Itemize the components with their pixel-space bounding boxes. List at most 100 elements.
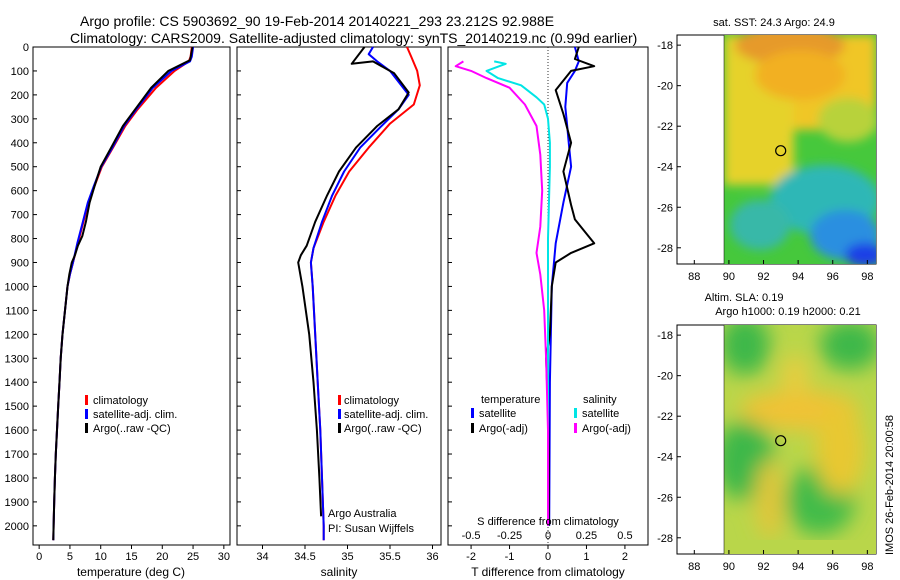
map-x-tick-label: 92 (757, 561, 769, 573)
legend-title-temperature: temperature (481, 394, 540, 406)
legend-title-salinity: salinity (583, 394, 617, 406)
map-x-tick-label: 88 (688, 561, 700, 573)
salinity-difference-ticks: -0.5 -0.25 0 0.25 0.5 (462, 530, 633, 542)
legend-swatch-s-argo (574, 423, 577, 433)
temperature-legend: climatology satellite-adj. clim. Argo(..… (85, 395, 177, 435)
sla-patch (724, 325, 770, 375)
legend-label-s-argo: Argo(-adj) (582, 423, 631, 435)
legend-label-t-satellite: satellite (479, 408, 516, 420)
figure-title-line1: Argo profile: CS 5903692_90 19-Feb-2014 … (80, 13, 554, 29)
legend-label-argo: Argo(..raw -QC) (344, 423, 422, 435)
y-tick-label: 1100 (5, 305, 29, 317)
map-x-tick-label: 90 (723, 271, 735, 283)
x-tick-label: 2 (622, 551, 628, 563)
y-tick-label: 0 (23, 42, 29, 54)
map-x-tick-label: 94 (792, 561, 804, 573)
x-tick-label: 1 (583, 551, 589, 563)
y-tick-label: 1300 (5, 353, 29, 365)
map-y-tick-label: -24 (657, 162, 673, 174)
map-x-tick-label: 98 (861, 271, 873, 283)
legend-label-t-argo: Argo(-adj) (479, 423, 528, 435)
y-tick-label: 1400 (5, 377, 29, 389)
argo-location-marker (775, 145, 787, 157)
legend-label-climatology: climatology (344, 395, 400, 407)
temperature-panel: 0100200300400500600700800900100011001200… (5, 42, 452, 579)
map-y-tick-label: -26 (657, 202, 673, 214)
t-difference-label: T difference from climatology (471, 565, 625, 579)
map-x-tick-label: 98 (861, 561, 873, 573)
salinity-x-label: salinity (321, 565, 358, 579)
x-tick-label: 20 (156, 551, 168, 563)
y-tick-label: 800 (11, 234, 29, 246)
map-x-tick-label: 88 (688, 271, 700, 283)
temperature-y-ticks: 0 100 200 300 400 500 600 700 800 900 1000 1100 1200… (5, 42, 452, 533)
map-y-tick-label: -18 (657, 40, 673, 52)
temperature-axes (32, 46, 231, 546)
y-tick-label: 500 (11, 162, 29, 174)
temperature-x-label: temperature (deg C) (77, 565, 185, 579)
argo-location-marker (775, 435, 787, 447)
sla-patch (755, 460, 785, 540)
x-tick-label: 5 (67, 551, 73, 563)
x2-tick-label: 0.25 (576, 530, 597, 542)
legend-label-argo: Argo(..raw -QC) (93, 423, 171, 435)
legend-swatch-s-satellite (574, 408, 577, 418)
difference-lines (454, 46, 596, 526)
x-tick-label: 0 (36, 551, 42, 563)
x-tick-label: 36 (426, 551, 438, 563)
s-difference-label: S difference from climatology (477, 516, 619, 528)
legend-swatch-t-argo (471, 423, 474, 433)
map-x-tick-label: 92 (757, 271, 769, 283)
sst-patch (730, 200, 790, 250)
sla-map-title: Altim. SLA: 0.19 (705, 292, 784, 304)
map-y-tick-label: -28 (657, 533, 673, 545)
y-tick-label: 1800 (5, 473, 29, 485)
series-line (454, 60, 549, 526)
y-tick-label: 200 (11, 90, 29, 102)
legend-label-s-satellite: satellite (582, 408, 619, 420)
temperature-x-ticks: 0 5 10 15 20 25 30 (36, 545, 230, 563)
series-line (297, 46, 410, 517)
map-y-tick-label: -22 (657, 411, 673, 423)
salinity-axes (236, 46, 442, 546)
map-x-tick-label: 96 (827, 271, 839, 283)
legend-swatch-t-satellite (471, 408, 474, 418)
legend-swatch-argo (85, 423, 88, 433)
sla-field-patches (724, 325, 876, 540)
y-tick-label: 1600 (5, 425, 29, 437)
map-y-tick-label: -22 (657, 121, 673, 133)
series-line (309, 46, 410, 541)
sla-patch (820, 325, 876, 370)
sla-patch (780, 355, 810, 395)
legend-swatch-climatology (338, 395, 341, 405)
legend-swatch-satellite (85, 409, 88, 419)
sst-patch (818, 98, 876, 142)
series-line (485, 60, 551, 526)
y-tick-label: 1700 (5, 449, 29, 461)
sla-map-panel: Altim. SLA: 0.19 Argo h1000: 0.19 h2000:… (657, 292, 877, 573)
x2-tick-label: -0.5 (462, 530, 481, 542)
y-tick-label: 100 (11, 66, 29, 78)
credit-line1: Argo Australia (328, 508, 397, 520)
map-y-tick-label: -18 (657, 330, 673, 342)
x2-tick-label: 0 (545, 530, 551, 542)
x-tick-label: 34 (256, 551, 268, 563)
temperature-lines (52, 46, 195, 541)
x-tick-label: 35 (341, 551, 353, 563)
y-tick-label: 2000 (5, 521, 29, 533)
sst-map-title: sat. SST: 24.3 Argo: 24.9 (713, 17, 835, 29)
series-line (52, 46, 194, 541)
sst-field (724, 35, 876, 264)
x-tick-label: -2 (466, 551, 476, 563)
y-tick-label: 400 (11, 138, 29, 150)
y-tick-label: 1000 (5, 281, 29, 293)
x-tick-label: 25 (187, 551, 199, 563)
legend-swatch-argo (338, 423, 341, 433)
x-tick-label: 15 (125, 551, 137, 563)
series-line (545, 46, 596, 526)
x-tick-label: 10 (95, 551, 107, 563)
x2-tick-label: 0.5 (617, 530, 632, 542)
x2-tick-label: -0.25 (497, 530, 522, 542)
legend-label-satellite: satellite-adj. clim. (93, 409, 177, 421)
